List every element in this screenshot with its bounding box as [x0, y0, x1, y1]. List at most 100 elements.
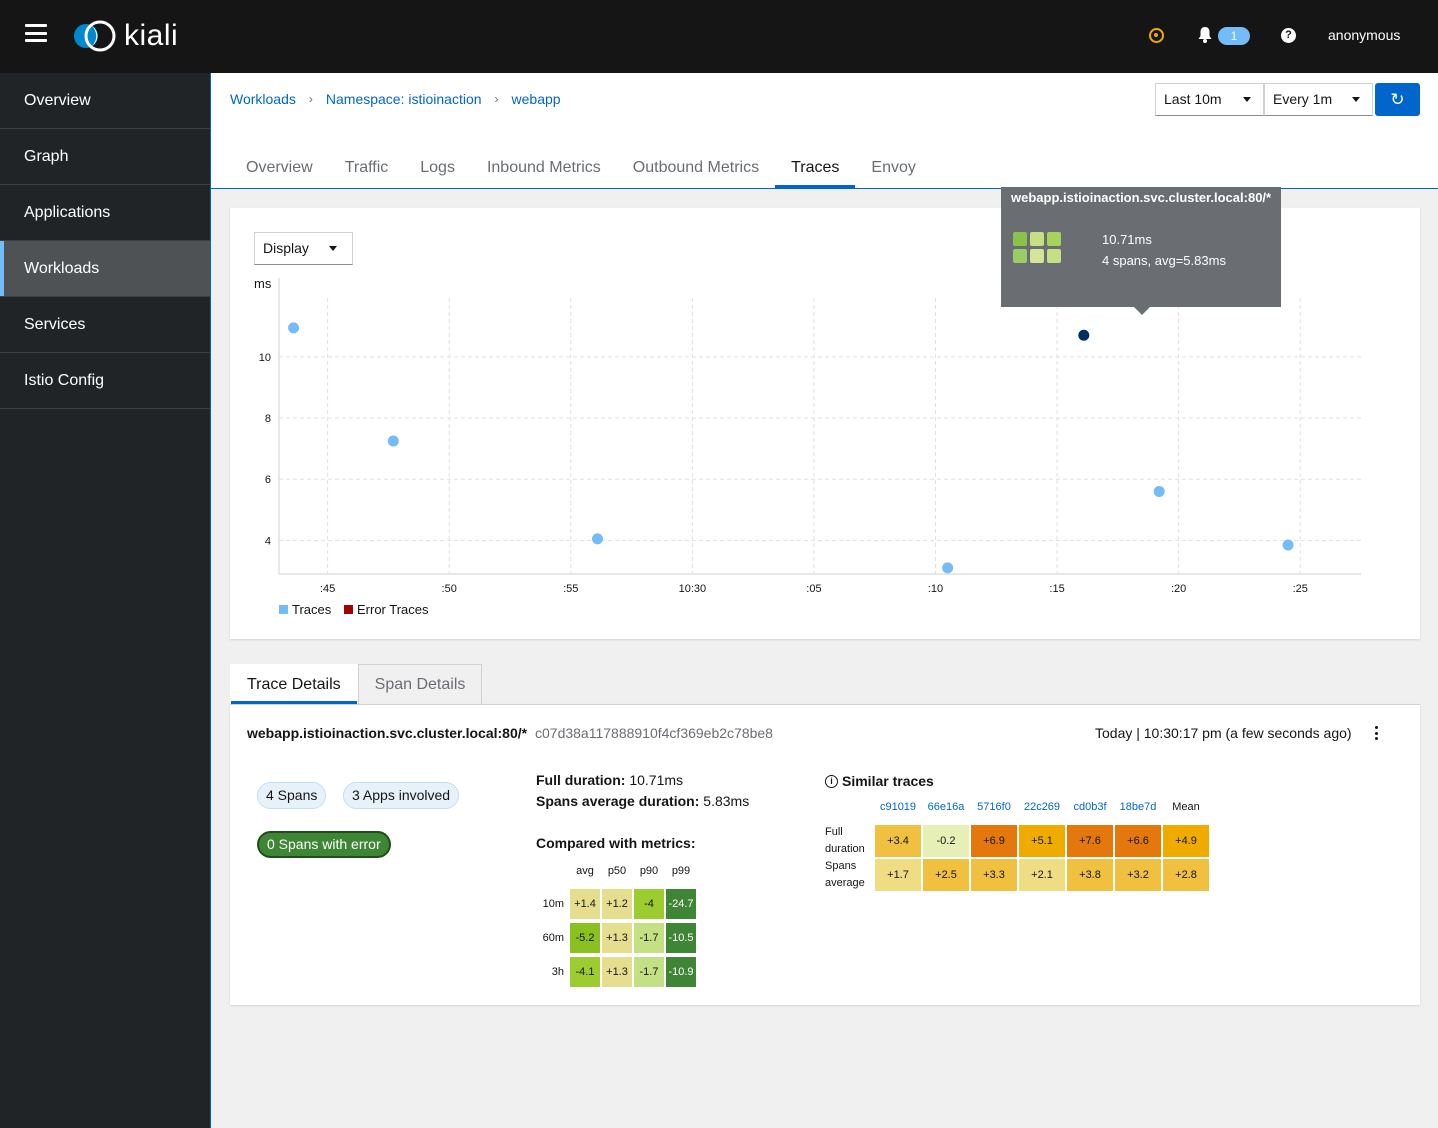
similar-heat-cell: -0.2	[923, 825, 969, 857]
tab-overview[interactable]: Overview	[246, 159, 313, 176]
logo-text: kiali	[124, 19, 179, 52]
help-icon[interactable]: ?	[1281, 28, 1296, 43]
tab-traffic[interactable]: Traffic	[344, 159, 389, 176]
chevron-down-icon	[1243, 97, 1251, 102]
sidebar-item-overview[interactable]: Overview	[0, 73, 210, 129]
compared-row-label: 10m	[542, 898, 564, 910]
tooltip-heat-cell	[1013, 249, 1027, 263]
compared-title: Compared with metrics:	[536, 835, 696, 851]
similar-trace-link[interactable]: cd0b3f	[1073, 801, 1107, 813]
compared-heat-cell: -4.1	[570, 957, 600, 987]
compared-heat-cell: -5.2	[570, 923, 600, 953]
compared-column-header: avg	[576, 865, 594, 877]
trace-point[interactable]	[1282, 539, 1294, 551]
sidebar-item-istio-config[interactable]: Istio Config	[0, 353, 210, 409]
display-select[interactable]: Display	[254, 232, 353, 265]
similar-trace-link[interactable]: 22c269	[1023, 801, 1061, 813]
similar-trace-link[interactable]: 5716f0	[977, 801, 1011, 813]
trace-point[interactable]	[387, 435, 399, 447]
duration-select[interactable]: Last 10m	[1155, 83, 1264, 116]
y-tick-label: 6	[265, 474, 271, 486]
bell-icon[interactable]	[1198, 27, 1212, 47]
duration-select-value: Last 10m	[1164, 91, 1222, 107]
similar-trace-link[interactable]: c91019	[879, 801, 917, 813]
trace-details-card: webapp.istioinaction.svc.cluster.local:8…	[230, 704, 1420, 1005]
compared-heat-cell: -1.7	[634, 957, 664, 987]
similar-heat-cell: +3.8	[1067, 859, 1113, 891]
legend-label: Traces	[292, 602, 332, 617]
refresh-interval-select[interactable]: Every 1m	[1264, 83, 1373, 116]
tooltip-heat-cell	[1030, 232, 1044, 246]
similar-heat-cell: +1.7	[875, 859, 921, 891]
details-tabs: Trace Details Span Details	[230, 664, 483, 704]
sidebar: Overview Graph Applications Workloads Se…	[0, 73, 211, 1128]
similar-trace-link[interactable]: 66e16a	[927, 801, 965, 813]
istio-status-icon[interactable]	[1149, 28, 1164, 43]
compared-heat-cell: -10.5	[666, 923, 696, 953]
breadcrumb-separator: ›	[308, 92, 313, 106]
similar-trace-link[interactable]: 18be7d	[1119, 801, 1157, 813]
compared-heat-cell: +1.4	[570, 889, 600, 919]
tab-logs[interactable]: Logs	[420, 159, 455, 176]
menu-toggle-icon[interactable]	[25, 24, 47, 42]
sidebar-item-workloads[interactable]: Workloads	[0, 241, 210, 297]
legend-swatch	[279, 605, 288, 614]
legend-swatch	[344, 605, 353, 614]
tab-trace-details[interactable]: Trace Details	[230, 664, 358, 704]
similar-mean-header: Mean	[1172, 801, 1200, 813]
full-duration: Full duration: 10.71ms	[536, 772, 683, 788]
similar-heat-cell: +3.3	[971, 859, 1017, 891]
compared-heat-cell: +1.3	[602, 957, 632, 987]
compared-row-label: 60m	[542, 932, 564, 944]
sidebar-item-graph[interactable]: Graph	[0, 129, 210, 185]
similar-heat-cell: +2.8	[1163, 859, 1209, 891]
notification-badge[interactable]: 1	[1218, 27, 1250, 45]
spans-error-badge[interactable]: 0 Spans with error	[257, 831, 391, 858]
spans-count-badge[interactable]: 4 Spans	[257, 782, 327, 809]
x-tick-label: :10	[928, 583, 943, 595]
trace-point[interactable]	[592, 533, 604, 545]
tooltip-spans: 4 spans, avg=5.83ms	[1102, 253, 1226, 268]
similar-heat-cell: +4.9	[1163, 825, 1209, 857]
y-tick-label: 10	[259, 352, 271, 364]
sidebar-item-applications[interactable]: Applications	[0, 185, 210, 241]
trace-point[interactable]	[942, 562, 954, 574]
sidebar-item-services[interactable]: Services	[0, 297, 210, 353]
breadcrumb: Workloads › Namespace: istioinaction › w…	[230, 91, 561, 107]
y-tick-label: 4	[265, 535, 271, 547]
tooltip-heat-cell	[1030, 249, 1044, 263]
apps-involved-badge[interactable]: 3 Apps involved	[343, 782, 460, 809]
similar-traces-title: i Similar traces	[825, 773, 934, 789]
tab-inbound-metrics[interactable]: Inbound Metrics	[486, 159, 601, 176]
chevron-down-icon	[1352, 97, 1360, 102]
info-icon: i	[825, 774, 838, 788]
tooltip-duration: 10.71ms	[1102, 232, 1152, 247]
selected-trace-point[interactable]	[1078, 329, 1090, 341]
trace-point[interactable]	[288, 322, 300, 334]
compared-column-header: p90	[639, 865, 659, 877]
y-axis-label: ms	[254, 276, 272, 291]
trace-point[interactable]	[1153, 485, 1165, 497]
y-tick-label: 8	[265, 413, 271, 425]
tab-envoy[interactable]: Envoy	[871, 159, 916, 176]
trace-time: Today | 10:30:17 pm (a few seconds ago)	[1095, 725, 1352, 741]
user-menu[interactable]: anonymous	[1328, 27, 1401, 43]
x-tick-label: :45	[320, 583, 335, 595]
tooltip-arrow	[1134, 307, 1150, 315]
similar-row-label-spans-average: Spans average	[825, 860, 865, 889]
trace-id: c07d38a117888910f4cf369eb2c78be8	[535, 725, 773, 741]
similar-heat-cell: +3.2	[1115, 859, 1161, 891]
tab-span-details[interactable]: Span Details	[357, 664, 483, 704]
refresh-button[interactable]: ↻	[1375, 83, 1420, 116]
breadcrumb-namespace[interactable]: Namespace: istioinaction	[325, 91, 482, 107]
breadcrumb-webapp[interactable]: webapp	[511, 91, 561, 107]
traces-scatter-chart[interactable]: ms 4 6 8 10:45:50:55 10:30:05:10:15:20:25 Trac…	[230, 208, 1420, 639]
tab-traces[interactable]: Traces	[775, 150, 856, 189]
tab-outbound-metrics[interactable]: Outbound Metrics	[632, 159, 760, 176]
compared-heat-cell: -24.7	[666, 889, 696, 919]
spans-average-label: Spans average duration:	[536, 793, 700, 809]
tooltip-heatmap-icon	[1013, 232, 1061, 266]
kebab-menu-icon[interactable]	[1373, 726, 1379, 742]
breadcrumb-workloads[interactable]: Workloads	[230, 91, 296, 107]
kiali-logo[interactable]: kiali	[72, 18, 178, 54]
